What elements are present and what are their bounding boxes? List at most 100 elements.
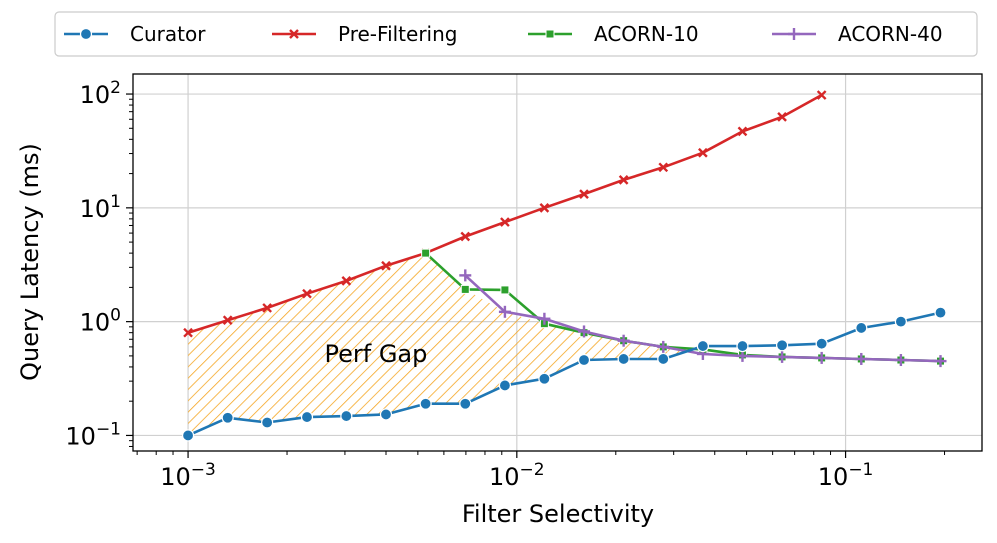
x-tick-label: 10−1 <box>818 460 874 491</box>
legend-swatch-marker <box>289 29 299 39</box>
data-point-pre-filtering <box>579 189 589 199</box>
x-marker-stroke <box>183 327 193 338</box>
data-point-pre-filtering <box>183 327 193 338</box>
data-point-curator <box>498 379 512 392</box>
data-point-acorn-40 <box>617 334 630 347</box>
data-point-acorn-10 <box>460 284 470 294</box>
legend-swatch-marker <box>545 29 555 39</box>
data-point-curator <box>419 397 432 410</box>
data-point-curator <box>815 337 828 350</box>
data-point-acorn-40 <box>934 355 947 368</box>
x-marker-stroke <box>289 29 299 39</box>
data-point-pre-filtering <box>698 147 708 158</box>
data-point-acorn-40 <box>776 350 789 363</box>
legend-label: ACORN-40 <box>838 22 943 46</box>
data-point-pre-filtering <box>262 303 272 313</box>
data-point-curator <box>934 306 947 319</box>
legend-entry-curator: Curator <box>64 22 206 46</box>
plot-frame <box>132 73 983 452</box>
y-tick-label: 102 <box>80 78 121 109</box>
data-point-pre-filtering <box>539 202 550 213</box>
data-point-acorn-40 <box>498 305 511 318</box>
data-point-pre-filtering <box>500 217 510 227</box>
x-marker-stroke <box>302 288 312 299</box>
series-line-curator <box>187 311 941 437</box>
data-point-pre-filtering <box>381 260 391 271</box>
data-point-curator <box>617 352 630 366</box>
data-point-acorn-40 <box>815 351 828 364</box>
x-tick-label: 10−3 <box>160 460 216 491</box>
x-marker-stroke <box>381 260 391 271</box>
data-point-pre-filtering <box>341 276 352 286</box>
data-point-pre-filtering <box>816 90 827 100</box>
series-layer <box>181 90 947 442</box>
data-point-curator <box>855 321 868 335</box>
x-axis-label: Filter Selectivity <box>462 500 654 528</box>
data-point-acorn-40 <box>894 354 907 367</box>
x-marker-stroke <box>618 175 629 185</box>
data-point-acorn-40 <box>855 352 868 365</box>
x-marker-stroke <box>816 90 827 100</box>
legend-label: ACORN-10 <box>594 22 699 46</box>
data-point-curator <box>538 372 551 385</box>
data-point-curator <box>657 352 670 366</box>
data-point-pre-filtering <box>618 175 629 185</box>
series-line-pre-filtering <box>187 93 823 334</box>
data-point-pre-filtering <box>737 126 748 137</box>
x-marker-stroke <box>222 315 233 326</box>
x-marker-stroke <box>579 189 589 199</box>
x-marker-stroke <box>262 303 272 313</box>
data-point-curator <box>894 315 907 328</box>
data-point-curator <box>736 339 749 353</box>
x-marker-stroke <box>539 202 550 213</box>
x-marker-stroke <box>341 276 352 286</box>
legend: Curator Pre-Filtering ACORN-10 ACORN-40 <box>54 11 978 57</box>
data-point-curator <box>577 353 591 367</box>
x-marker-stroke <box>658 162 669 173</box>
data-point-curator <box>261 416 274 429</box>
perf-gap-hatch <box>188 253 694 436</box>
x-marker-stroke <box>460 231 471 242</box>
data-point-acorn-10 <box>421 248 431 258</box>
series-acorn-40 <box>459 269 947 368</box>
x-marker-stroke <box>500 217 510 227</box>
legend-frame <box>54 11 978 57</box>
data-point-curator <box>775 339 789 352</box>
data-point-curator <box>340 409 353 423</box>
series-pre-filtering <box>183 90 827 338</box>
data-point-curator <box>181 429 195 442</box>
data-point-curator <box>459 397 472 410</box>
data-point-pre-filtering <box>460 231 471 242</box>
y-axis-label: Query Latency (ms) <box>16 143 44 381</box>
data-point-acorn-10 <box>500 285 510 295</box>
legend-entry-acorn-10: ACORN-10 <box>528 22 699 46</box>
data-point-curator <box>696 339 709 353</box>
data-point-acorn-40 <box>459 269 472 282</box>
data-point-curator <box>379 408 393 421</box>
data-point-acorn-40 <box>538 312 551 325</box>
y-axis: 10−1 100 101 102 <box>65 78 133 450</box>
data-point-pre-filtering <box>777 112 787 122</box>
legend-swatch-marker <box>788 28 800 40</box>
data-point-pre-filtering <box>658 162 669 173</box>
perf-gap-label: Perf Gap <box>324 340 427 368</box>
y-tick-label: 10−1 <box>65 419 121 450</box>
x-axis: 10−3 10−2 10−1 <box>136 451 946 491</box>
data-point-curator <box>221 411 234 424</box>
data-point-curator <box>300 410 314 424</box>
data-point-acorn-40 <box>657 340 670 353</box>
series-curator <box>181 306 947 442</box>
x-tick-label: 10−2 <box>489 460 545 491</box>
y-tick-label: 100 <box>80 306 121 337</box>
x-marker-stroke <box>698 147 708 158</box>
y-tick-label: 101 <box>80 192 121 223</box>
data-point-pre-filtering <box>222 315 233 326</box>
data-point-acorn-40 <box>578 325 591 338</box>
x-marker-stroke <box>777 112 787 122</box>
legend-label: Pre-Filtering <box>338 22 457 46</box>
legend-swatch-marker <box>79 27 93 41</box>
legend-entry-pre-filtering: Pre-Filtering <box>272 22 457 46</box>
legend-label: Curator <box>130 22 206 46</box>
data-point-pre-filtering <box>302 288 312 299</box>
